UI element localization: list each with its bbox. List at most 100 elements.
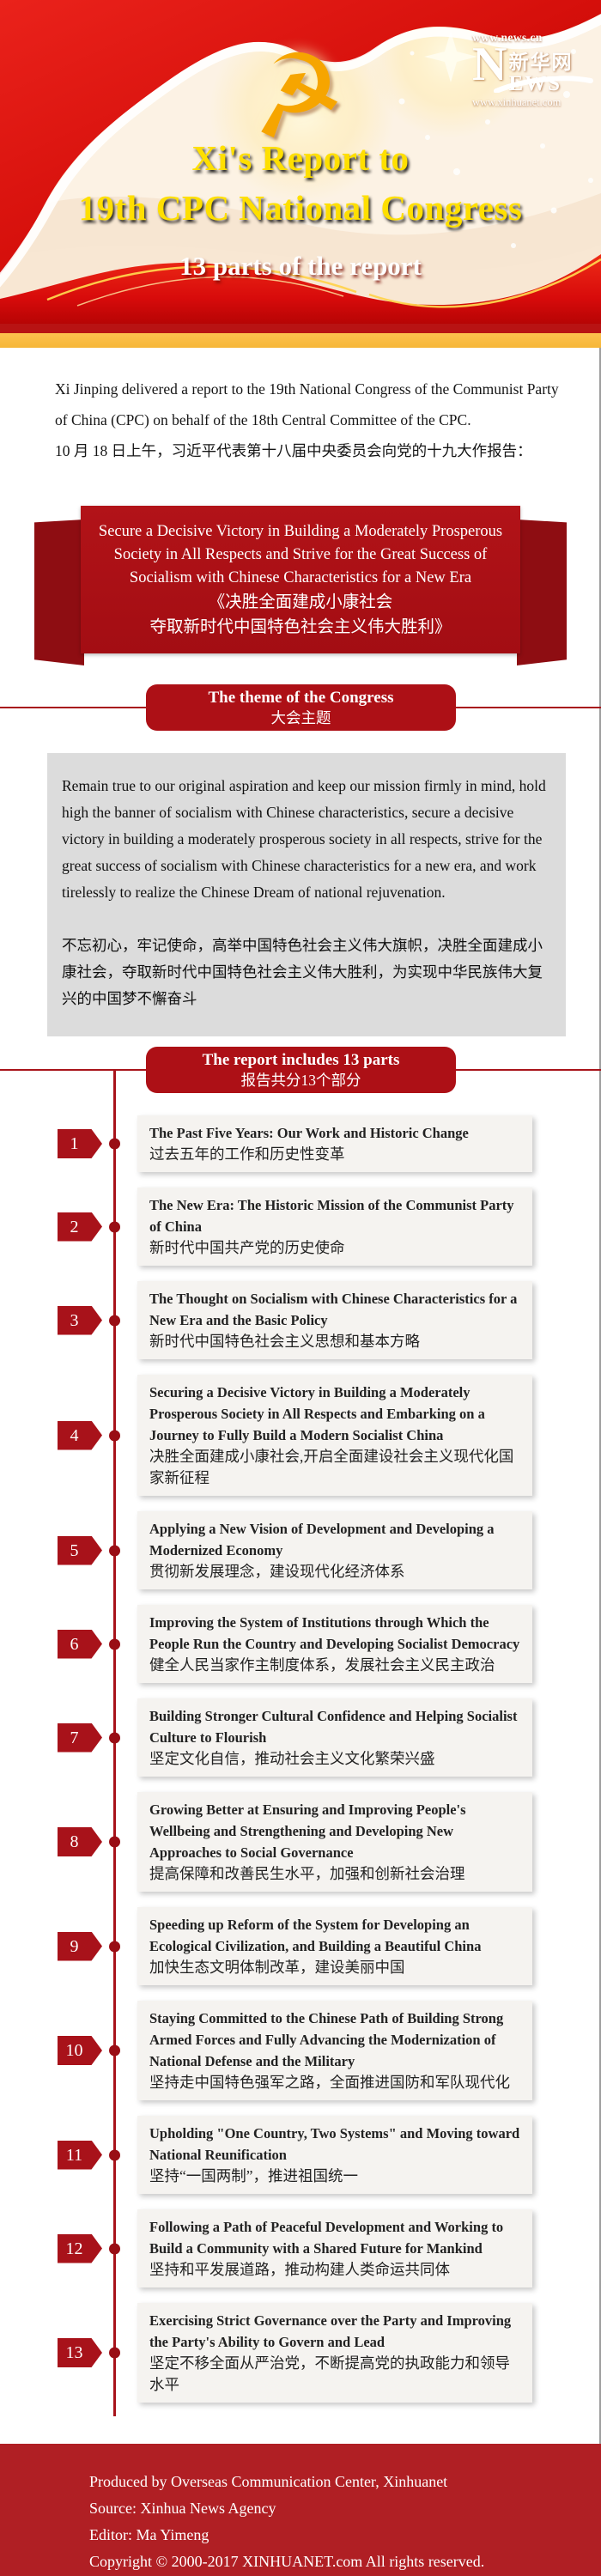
logo-letter-n: N — [472, 38, 507, 91]
report-part-item: 12 Following a Path of Peaceful Developm… — [0, 2209, 601, 2287]
theme-header-en: The theme of the Congress — [208, 689, 394, 707]
part-card: Growing Better at Ensuring and Improving… — [137, 1792, 532, 1892]
part-card: The New Era: The Historic Mission of the… — [137, 1188, 532, 1266]
parts-header-en: The report includes 13 parts — [202, 1051, 400, 1069]
hero-header: ☭ Xi's Report to 19th CPC National Congr… — [0, 0, 601, 333]
page-right-edge — [599, 348, 601, 2444]
footer-source: Source: Xinhua News Agency — [89, 2500, 276, 2517]
report-part-item: 3 The Thought on Socialism with Chinese … — [0, 1281, 601, 1359]
ribbon-band: Secure a Decisive Victory in Building a … — [81, 506, 520, 653]
footer-produced-by: Produced by Overseas Communication Cente… — [89, 2473, 448, 2490]
report-part-item: 10 Staying Committed to the Chinese Path… — [0, 2001, 601, 2100]
timeline-dot — [109, 1138, 120, 1150]
parts-section-header: The report includes 13 parts 报告共分13个部分 — [0, 1047, 601, 1093]
theme-section-header: The theme of the Congress 大会主题 — [0, 684, 601, 731]
timeline-dot — [109, 1430, 120, 1441]
logo-chinese-name: 新华网 — [508, 52, 574, 73]
intro-paragraph: Xi Jinping delivered a report to the 19t… — [55, 374, 560, 466]
part-card: Following a Path of Peaceful Development… — [137, 2209, 532, 2287]
part-card: Applying a New Vision of Development and… — [137, 1511, 532, 1589]
timeline-dot — [109, 1315, 120, 1326]
part-title-en: The Past Five Years: Our Work and Histor… — [149, 1125, 469, 1141]
logo-main: N 新华网 EWS — [472, 38, 594, 96]
part-title-zh: 过去五年的工作和历史性变革 — [149, 1145, 345, 1163]
timeline-dot — [109, 2044, 120, 2057]
part-card: Upholding "One Country, Two Systems" and… — [137, 2116, 532, 2194]
ribbon-text-zh-line1: 《决胜全面建成小康社会 — [208, 592, 393, 611]
parts-header-pill: The report includes 13 parts 报告共分13个部分 — [146, 1047, 456, 1093]
logo-url-top[interactable]: www.news.cn — [472, 31, 543, 44]
page-title-line1: Xi's Report to — [191, 138, 410, 178]
page-subtitle: 13 parts of the report — [179, 251, 422, 281]
timeline-dot — [109, 1941, 120, 1952]
part-card: Staying Committed to the Chinese Path of… — [137, 2001, 532, 2100]
part-title-zh: 坚定不移全面从严治党，不断提高党的执政能力和领导水平 — [149, 2354, 510, 2393]
parts-timeline: 1 The Past Five Years: Our Work and Hist… — [0, 1069, 601, 2416]
report-part-item: 4 Securing a Decisive Victory in Buildin… — [0, 1375, 601, 1496]
part-title-en: Exercising Strict Governance over the Pa… — [149, 2312, 512, 2350]
timeline-dot — [109, 1732, 120, 1743]
theme-header-zh: 大会主题 — [270, 709, 331, 726]
part-number-badge: 3 — [58, 1305, 102, 1335]
part-card: Securing a Decisive Victory in Building … — [137, 1375, 532, 1496]
part-card: Exercising Strict Governance over the Pa… — [137, 2303, 532, 2403]
swoosh-icon — [494, 76, 593, 93]
report-part-item: 11 Upholding "One Country, Two Systems" … — [0, 2116, 601, 2194]
logo-url-bottom[interactable]: www.xinhuanet.com — [472, 96, 562, 108]
part-title-zh: 坚持“一国两制”，推进祖国统一 — [149, 2167, 359, 2184]
part-number-badge: 8 — [58, 1827, 102, 1856]
part-number-badge: 10 — [58, 2036, 102, 2065]
timeline-dot — [109, 1638, 120, 1649]
part-number-badge: 11 — [58, 2140, 102, 2170]
parts-header-zh: 报告共分13个部分 — [240, 1072, 361, 1089]
part-title-en: Staying Committed to the Chinese Path of… — [149, 2010, 504, 2069]
timeline-dot — [109, 1545, 120, 1556]
footer-copyright: Copyright © 2000-2017 XINHUANET.com All … — [89, 2553, 485, 2570]
theme-body-zh: 不忘初心，牢记使命，高举中国特色社会主义伟大旗帜，决胜全面建成小康社会，夺取新时… — [62, 937, 543, 1007]
footer: Produced by Overseas Communication Cente… — [0, 2444, 601, 2576]
intro-text-en: Xi Jinping delivered a report to the 19t… — [55, 380, 559, 428]
part-title-en: Upholding "One Country, Two Systems" and… — [149, 2125, 520, 2163]
part-card: The Thought on Socialism with Chinese Ch… — [137, 1281, 532, 1359]
ribbon-banner: Secure a Decisive Victory in Building a … — [0, 506, 601, 665]
timeline-dot — [109, 1836, 120, 1848]
part-number-badge: 5 — [58, 1535, 102, 1565]
report-part-item: 2 The New Era: The Historic Mission of t… — [0, 1188, 601, 1266]
part-title-zh: 坚持和平发展道路，推动构建人类命运共同体 — [149, 2261, 450, 2278]
part-number-badge: 6 — [58, 1629, 102, 1659]
part-title-en: The New Era: The Historic Mission of the… — [149, 1197, 514, 1235]
star-icon — [424, 31, 477, 82]
part-title-en: Speeding up Reform of the System for Dev… — [149, 1917, 482, 1954]
confetti-dots — [398, 49, 593, 248]
part-title-zh: 提高保障和改善民生水平，加强和创新社会治理 — [149, 1865, 465, 1882]
footer-editor: Editor: Ma Yimeng — [89, 2526, 209, 2543]
xinhuanet-logo[interactable]: www.news.cn N 新华网 EWS www.xinhuanet.com — [472, 31, 594, 109]
part-number-badge: 12 — [58, 2233, 102, 2263]
part-title-en: Following a Path of Peaceful Development… — [149, 2219, 504, 2257]
part-card: The Past Five Years: Our Work and Histor… — [137, 1115, 532, 1172]
part-number-badge: 7 — [58, 1722, 102, 1753]
part-title-en: Building Stronger Cultural Confidence an… — [149, 1708, 518, 1746]
ribbon-tail-left — [34, 519, 84, 665]
hero-background-art — [0, 0, 601, 333]
part-card: Improving the System of Institutions thr… — [137, 1605, 532, 1683]
report-part-item: 13 Exercising Strict Governance over the… — [0, 2303, 601, 2403]
report-part-item: 1 The Past Five Years: Our Work and Hist… — [0, 1115, 601, 1172]
part-title-en: Growing Better at Ensuring and Improving… — [149, 1801, 466, 1861]
report-part-item: 7 Building Stronger Cultural Confidence … — [0, 1698, 601, 1777]
part-title-zh: 新时代中国特色社会主义思想和基本方略 — [149, 1333, 420, 1350]
theme-box: Remain true to our original aspiration a… — [47, 753, 566, 1036]
part-title-zh: 贯彻新发展理念，建设现代化经济体系 — [149, 1563, 405, 1580]
gold-divider-band — [0, 333, 601, 348]
part-title-en: The Thought on Socialism with Chinese Ch… — [149, 1291, 518, 1328]
part-title-en: Applying a New Vision of Development and… — [149, 1521, 495, 1558]
part-title-zh: 新时代中国共产党的历史使命 — [149, 1239, 345, 1256]
part-title-en: Securing a Decisive Victory in Building … — [149, 1384, 485, 1443]
part-number-badge: 2 — [58, 1212, 102, 1242]
part-title-zh: 健全人民当家作主制度体系，发展社会主义民主政治 — [149, 1656, 495, 1674]
part-title-en: Improving the System of Institutions thr… — [149, 1614, 520, 1652]
bottom-silk — [0, 254, 601, 333]
theme-body-en: Remain true to our original aspiration a… — [62, 777, 546, 901]
ribbon-text-en: Secure a Decisive Victory in Building a … — [98, 522, 503, 586]
